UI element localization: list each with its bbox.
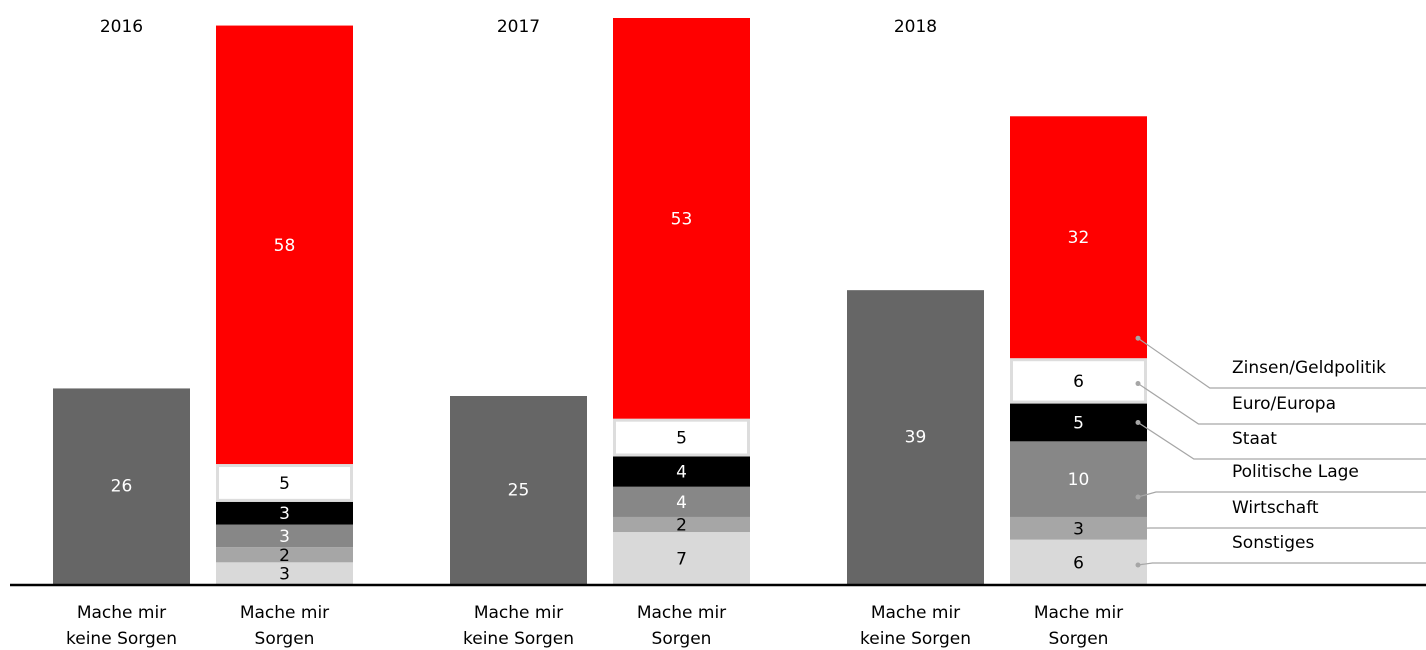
value-label: 6 xyxy=(1073,553,1084,573)
bar-segment xyxy=(613,418,750,457)
group-label: 2017 xyxy=(497,17,540,37)
bar-segment xyxy=(1010,539,1147,585)
bar-segment xyxy=(1010,403,1147,442)
x-tick-label: Mache mir keine Sorgen xyxy=(860,603,971,649)
legend-dot xyxy=(1135,419,1141,425)
value-label: 7 xyxy=(676,550,687,570)
legend-dot xyxy=(1135,381,1141,387)
bar-segment xyxy=(216,501,353,525)
legend-dot xyxy=(1135,494,1141,500)
legend-dot xyxy=(1135,335,1141,341)
x-tick-label: Mache mir Sorgen xyxy=(239,603,330,649)
legend-leader xyxy=(1137,491,1426,498)
legend-label: Staat xyxy=(1232,429,1277,449)
value-label: 26 xyxy=(111,477,133,497)
x-tick-label: Mache mir Sorgen xyxy=(636,603,727,649)
bar-segment xyxy=(613,516,750,533)
legend-leader xyxy=(1137,421,1426,460)
value-label: 6 xyxy=(1073,372,1084,392)
bar xyxy=(53,388,190,585)
x-tick-label: Mache mir keine Sorgen xyxy=(66,603,177,649)
bar-segment xyxy=(613,456,750,487)
x-tick-label: Mache mir keine Sorgen xyxy=(463,603,574,649)
bar xyxy=(847,290,984,585)
group-label: 2016 xyxy=(100,17,143,37)
value-label: 4 xyxy=(676,493,687,513)
value-label: 3 xyxy=(279,565,290,585)
bar-segment xyxy=(1010,116,1147,359)
value-label: 4 xyxy=(676,463,687,483)
legend-leader xyxy=(1137,383,1426,425)
legend-label: Euro/Europa xyxy=(1232,394,1336,414)
bar-segment xyxy=(216,562,353,585)
value-label: 25 xyxy=(508,481,530,501)
bar-segment xyxy=(613,532,750,585)
legend-label: Sonstiges xyxy=(1232,533,1314,553)
legend-label: Politische Lage xyxy=(1232,462,1359,482)
legend-leader xyxy=(1137,562,1426,566)
bar-segment xyxy=(216,25,353,465)
value-label: 5 xyxy=(676,429,687,449)
legend-label: Zinsen/Geldpolitik xyxy=(1232,358,1386,378)
bar-segment xyxy=(1010,516,1147,540)
value-label: 5 xyxy=(1073,413,1084,433)
legend-dot xyxy=(1135,525,1141,531)
bar-segment xyxy=(216,547,353,563)
x-tick-label: Mache mir Sorgen xyxy=(1033,603,1124,649)
value-label: 3 xyxy=(279,504,290,524)
value-label: 3 xyxy=(279,527,290,547)
bar-segment xyxy=(216,524,353,548)
legend-leader xyxy=(1137,337,1426,389)
bar-segment xyxy=(1010,358,1147,404)
value-label: 39 xyxy=(905,428,927,448)
value-label: 5 xyxy=(279,474,290,494)
legend-dot xyxy=(1135,562,1141,568)
value-label: 3 xyxy=(1073,519,1084,539)
bar-segment xyxy=(1010,441,1147,517)
group-label: 2018 xyxy=(894,17,937,37)
bar-segment xyxy=(613,18,750,419)
value-label: 32 xyxy=(1068,228,1090,248)
legend-label: Wirtschaft xyxy=(1232,498,1319,518)
value-label: 58 xyxy=(274,236,296,256)
bar-segment xyxy=(216,464,353,502)
bar xyxy=(450,396,587,585)
bar-segment xyxy=(613,486,750,517)
value-label: 53 xyxy=(671,209,693,229)
value-label: 10 xyxy=(1068,470,1090,490)
value-label: 2 xyxy=(676,516,687,536)
value-label: 2 xyxy=(279,546,290,566)
